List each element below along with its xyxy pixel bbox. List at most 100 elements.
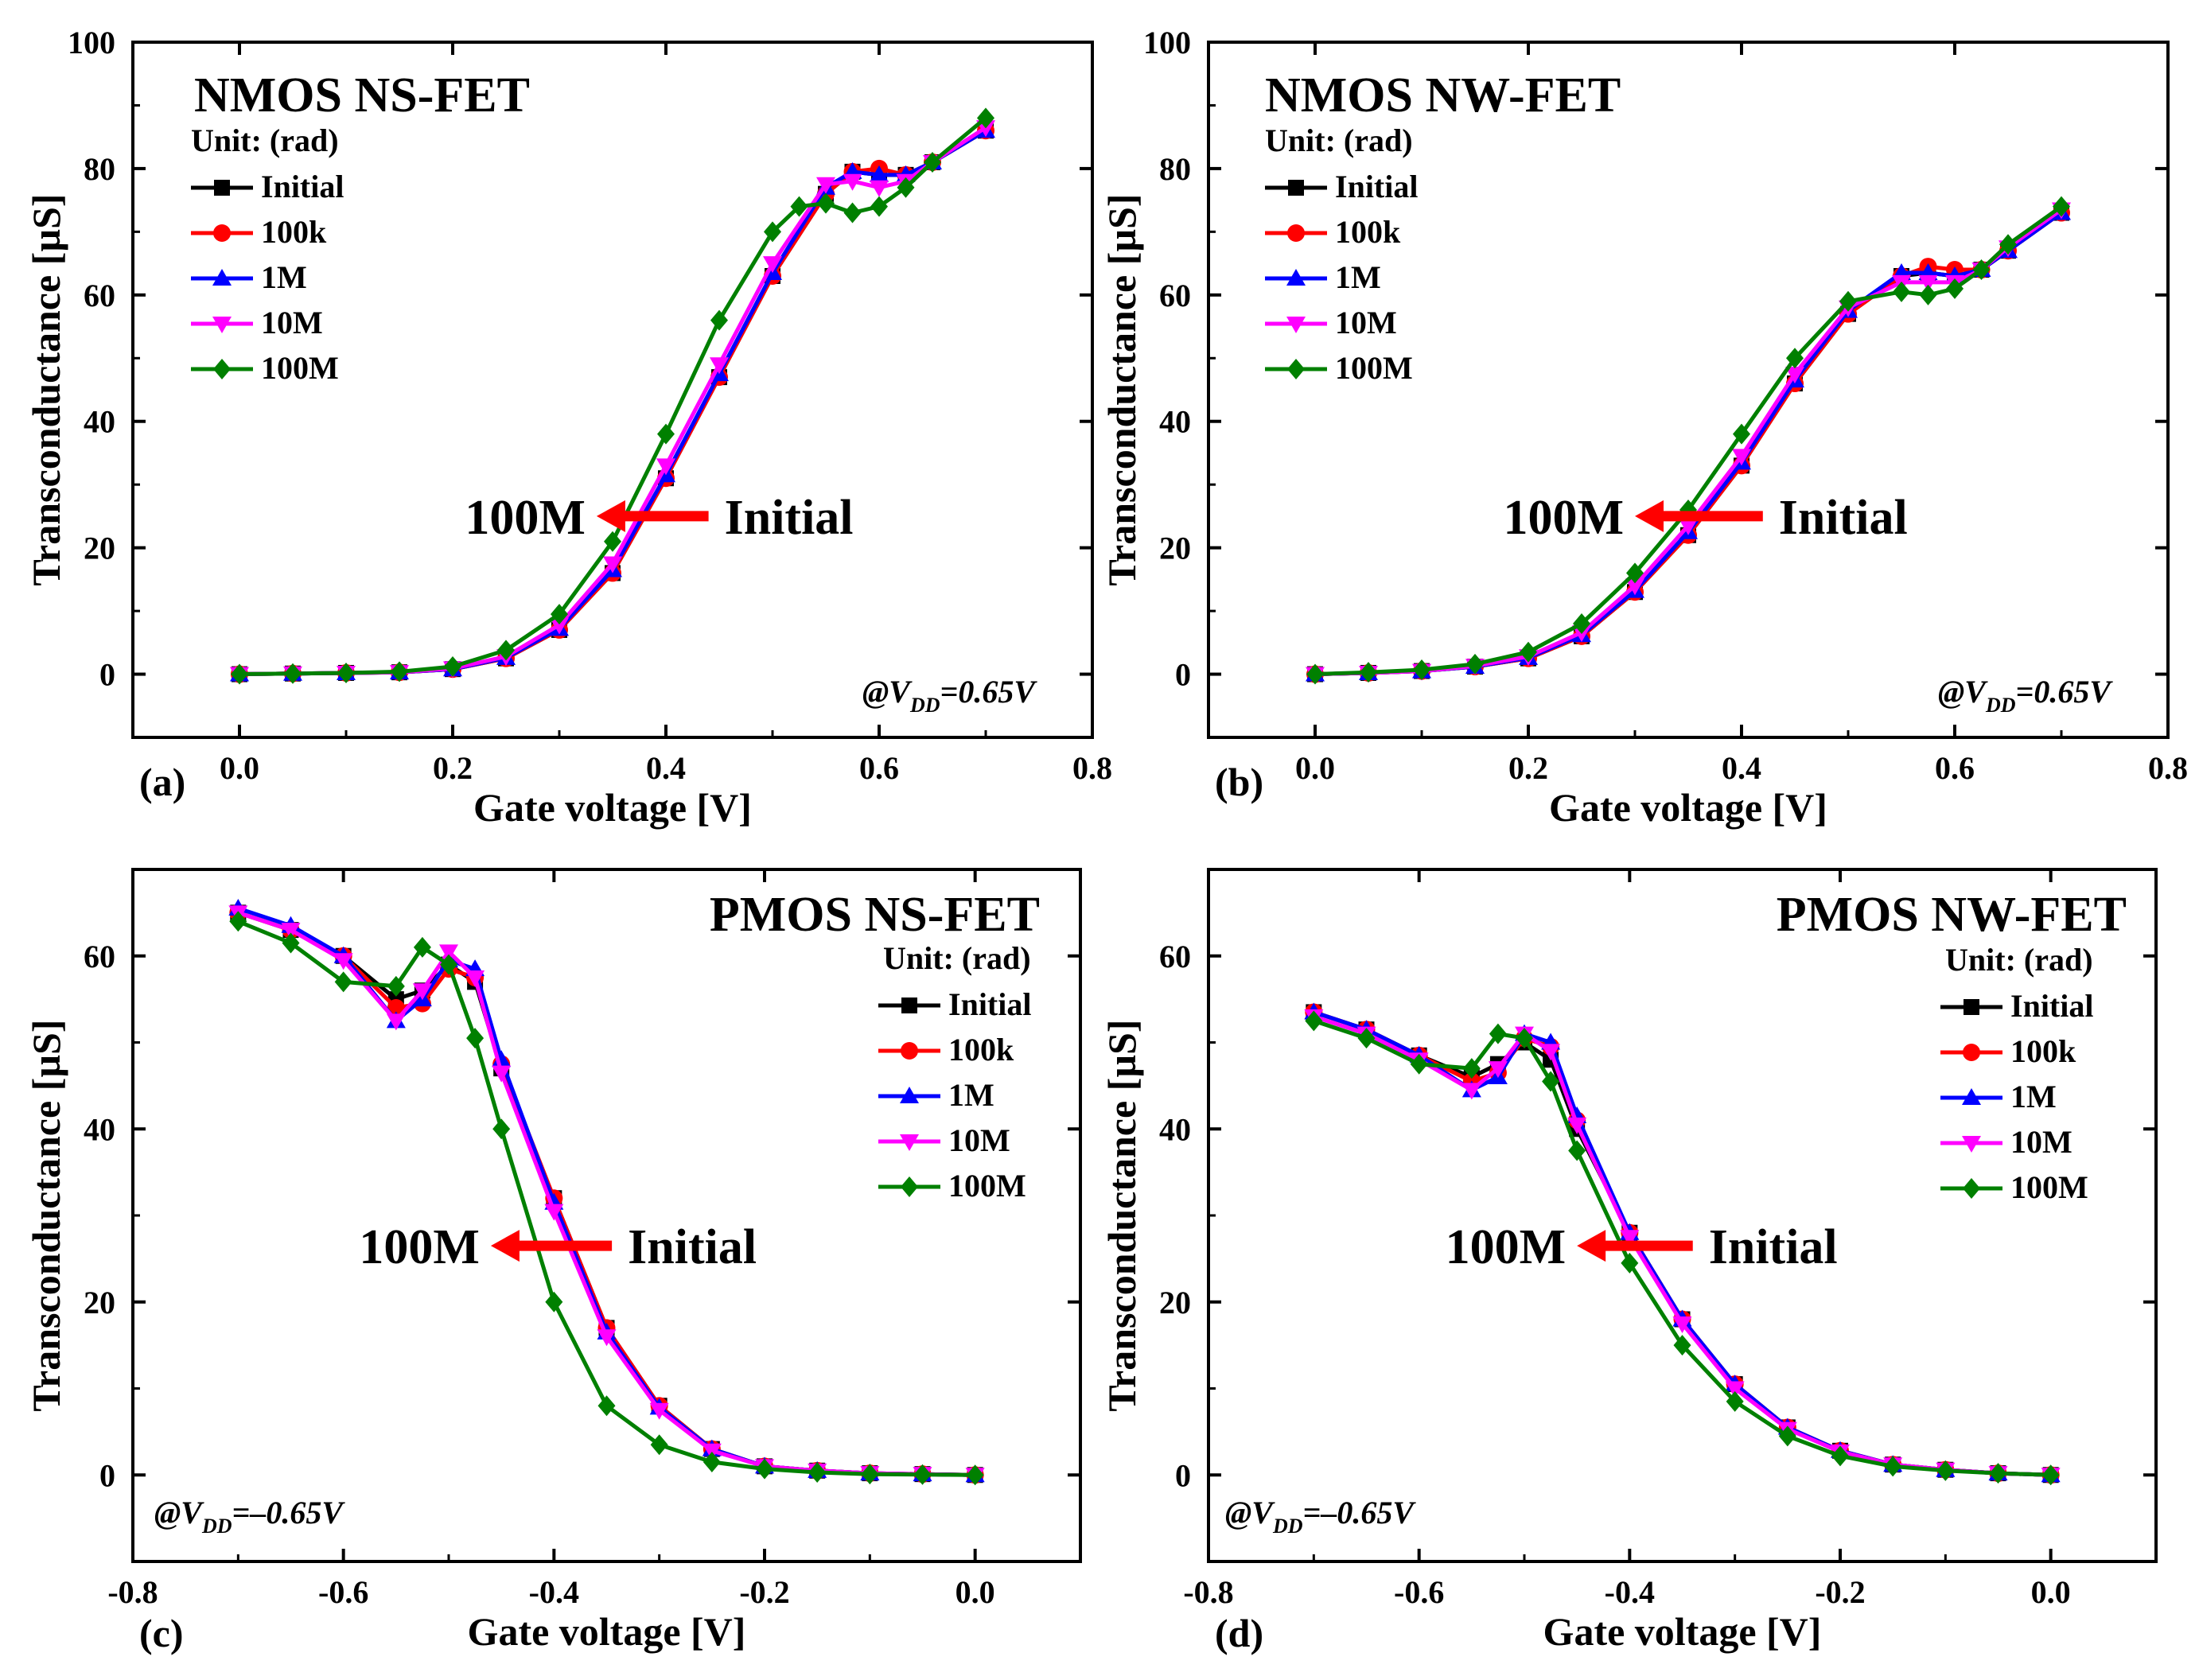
y-tick-label: 80 <box>1159 151 1191 187</box>
data-point <box>386 1013 406 1031</box>
data-point <box>1946 278 1964 299</box>
legend-label: 100M <box>1335 350 1413 386</box>
data-point <box>1462 1058 1481 1079</box>
y-tick-label: 100 <box>68 25 115 60</box>
data-point <box>492 1065 512 1083</box>
x-axis-label: Gate voltage [V] <box>1543 1609 1822 1654</box>
vdd-prefix: @V <box>1938 674 1988 710</box>
y-tick-label: 40 <box>1159 1111 1191 1147</box>
vdd-value: =–0.65V <box>1303 1495 1417 1530</box>
data-point <box>1786 348 1804 369</box>
x-tick-label: -0.2 <box>1815 1574 1865 1610</box>
arrow-head <box>490 1230 520 1262</box>
data-point <box>413 936 431 958</box>
vdd-annotation: @VDD=0.65V <box>1938 674 2113 717</box>
vdd-annotation: @VDD=–0.65V <box>154 1495 345 1538</box>
data-point <box>764 221 781 243</box>
legend-label: Initial <box>2010 988 2093 1024</box>
data-point <box>703 1451 721 1472</box>
y-tick-label: 20 <box>84 531 115 566</box>
data-point <box>1489 1023 1507 1044</box>
panel-label: (d) <box>1215 1611 1263 1655</box>
arrow-head <box>1635 500 1664 532</box>
x-tick-label: 0.0 <box>220 750 259 786</box>
data-point <box>284 663 302 684</box>
panel-d: -0.8 -0.6 -0.4 -0.2 0.0 0 20 40 60 Gate voltage [… <box>1100 868 2158 1655</box>
data-point <box>1620 1230 1640 1247</box>
data-point <box>657 423 675 445</box>
data-point <box>550 617 569 635</box>
data-point <box>656 458 675 476</box>
series-line <box>237 919 975 1477</box>
series-line <box>237 911 975 1477</box>
data-point <box>649 1402 669 1420</box>
legend-label: 10M <box>2010 1124 2073 1160</box>
vdd-subscript: DD <box>1272 1515 1303 1538</box>
legend-marker <box>1962 1088 1981 1105</box>
vdd-subscript: DD <box>1985 694 2016 717</box>
legend-marker <box>900 1087 919 1103</box>
shift-label-initial: Initial <box>628 1220 757 1274</box>
legend-label: 10M <box>1335 305 1397 340</box>
y-tick-label: 20 <box>1159 531 1191 566</box>
y-tick-label: 100 <box>1143 25 1191 60</box>
data-point <box>1884 1456 1902 1477</box>
data-point <box>391 661 408 682</box>
legend-label: Initial <box>1335 169 1418 204</box>
data-point <box>603 556 622 574</box>
data-point <box>1893 281 1910 302</box>
legend-label: 100M <box>261 350 339 386</box>
data-point <box>1831 1445 1849 1467</box>
y-tick-label: 60 <box>1159 278 1191 313</box>
data-point <box>1936 1460 1955 1481</box>
legend-marker <box>1964 999 1979 1015</box>
data-point <box>1520 641 1537 663</box>
data-point <box>1568 1140 1586 1161</box>
data-point <box>1919 284 1937 305</box>
data-point <box>913 1464 932 1485</box>
legend-marker <box>212 317 232 333</box>
data-point <box>1488 1061 1508 1079</box>
legend-label: 100k <box>2010 1033 2076 1069</box>
shift-arrow <box>1635 500 1763 532</box>
legend-marker <box>1962 1136 1981 1153</box>
x-tick-label: 0.2 <box>433 750 473 786</box>
data-point <box>1567 1117 1587 1134</box>
data-point <box>412 983 432 1001</box>
x-tick-label: 0.6 <box>1935 750 1975 786</box>
data-point <box>604 531 621 552</box>
panel-label: (a) <box>139 760 185 804</box>
y-tick-label: 40 <box>84 404 115 440</box>
arrow-head <box>1577 1230 1606 1262</box>
legend-marker <box>901 1176 918 1197</box>
data-point <box>1413 659 1430 680</box>
data-point <box>1625 578 1644 596</box>
vdd-prefix: @V <box>862 674 913 710</box>
legend-title: Unit: (rad) <box>191 122 339 158</box>
data-point <box>1918 274 1938 292</box>
data-point <box>1732 449 1751 466</box>
legend-marker <box>1963 1178 1980 1199</box>
data-point <box>870 180 889 197</box>
x-tick-label: -0.4 <box>529 1574 579 1610</box>
legend-marker <box>900 1134 919 1151</box>
y-axis-label: Transconductance [µS] <box>24 1019 68 1411</box>
series-line <box>239 129 987 676</box>
data-point <box>2053 196 2070 217</box>
data-point <box>870 165 889 182</box>
series-100m <box>231 107 994 685</box>
data-point <box>1673 1335 1691 1356</box>
legend: Unit: (rad) Initial 100k 1M 10M 100M <box>878 940 1031 1204</box>
data-point <box>387 999 405 1017</box>
shift-label-100m: 100M <box>359 1220 480 1274</box>
y-tick-label: 0 <box>1175 657 1191 693</box>
legend-label: 100k <box>1335 214 1401 250</box>
data-point <box>897 177 915 198</box>
x-tick-label: 0.4 <box>1722 750 1761 786</box>
data-point <box>650 1434 668 1456</box>
data-point <box>497 640 515 661</box>
data-point <box>790 196 808 217</box>
x-axis-label: Gate voltage [V] <box>468 1609 746 1654</box>
series-100m <box>1306 196 2070 685</box>
